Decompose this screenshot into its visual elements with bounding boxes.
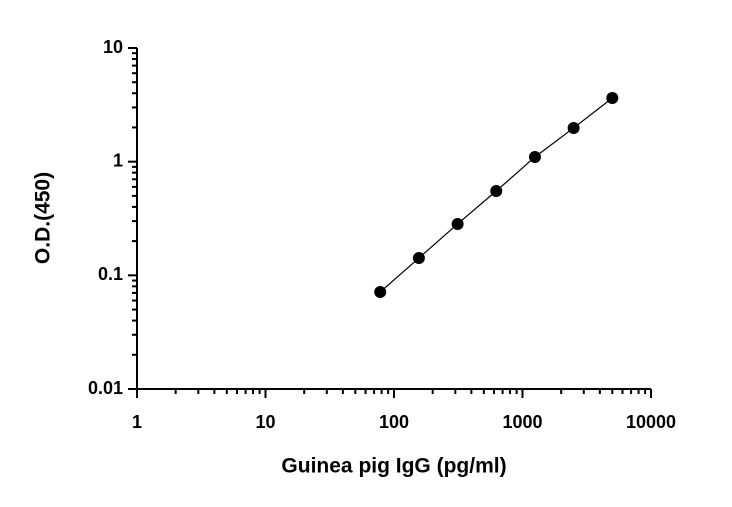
- y-axis-title: O.D.(450): [32, 172, 55, 264]
- x-axis-title: Guinea pig IgG (pg/ml): [281, 455, 506, 478]
- y-tick-label: 10: [103, 37, 123, 57]
- data-point: [567, 121, 580, 134]
- x-tick-label: 10000: [626, 412, 676, 432]
- data-point: [451, 217, 464, 230]
- y-tick-label: 0.1: [98, 264, 123, 284]
- data-point: [374, 285, 387, 298]
- x-tick-label: 100: [379, 412, 409, 432]
- x-tick-label: 1000: [502, 412, 542, 432]
- x-tick-label: 10: [255, 412, 275, 432]
- data-point: [490, 184, 503, 197]
- data-point: [606, 92, 619, 105]
- data-point: [412, 252, 425, 265]
- y-tick-label: 0.01: [88, 378, 123, 398]
- x-tick-label: 1: [132, 412, 142, 432]
- data-point: [528, 150, 541, 163]
- y-tick-label: 1: [113, 150, 123, 170]
